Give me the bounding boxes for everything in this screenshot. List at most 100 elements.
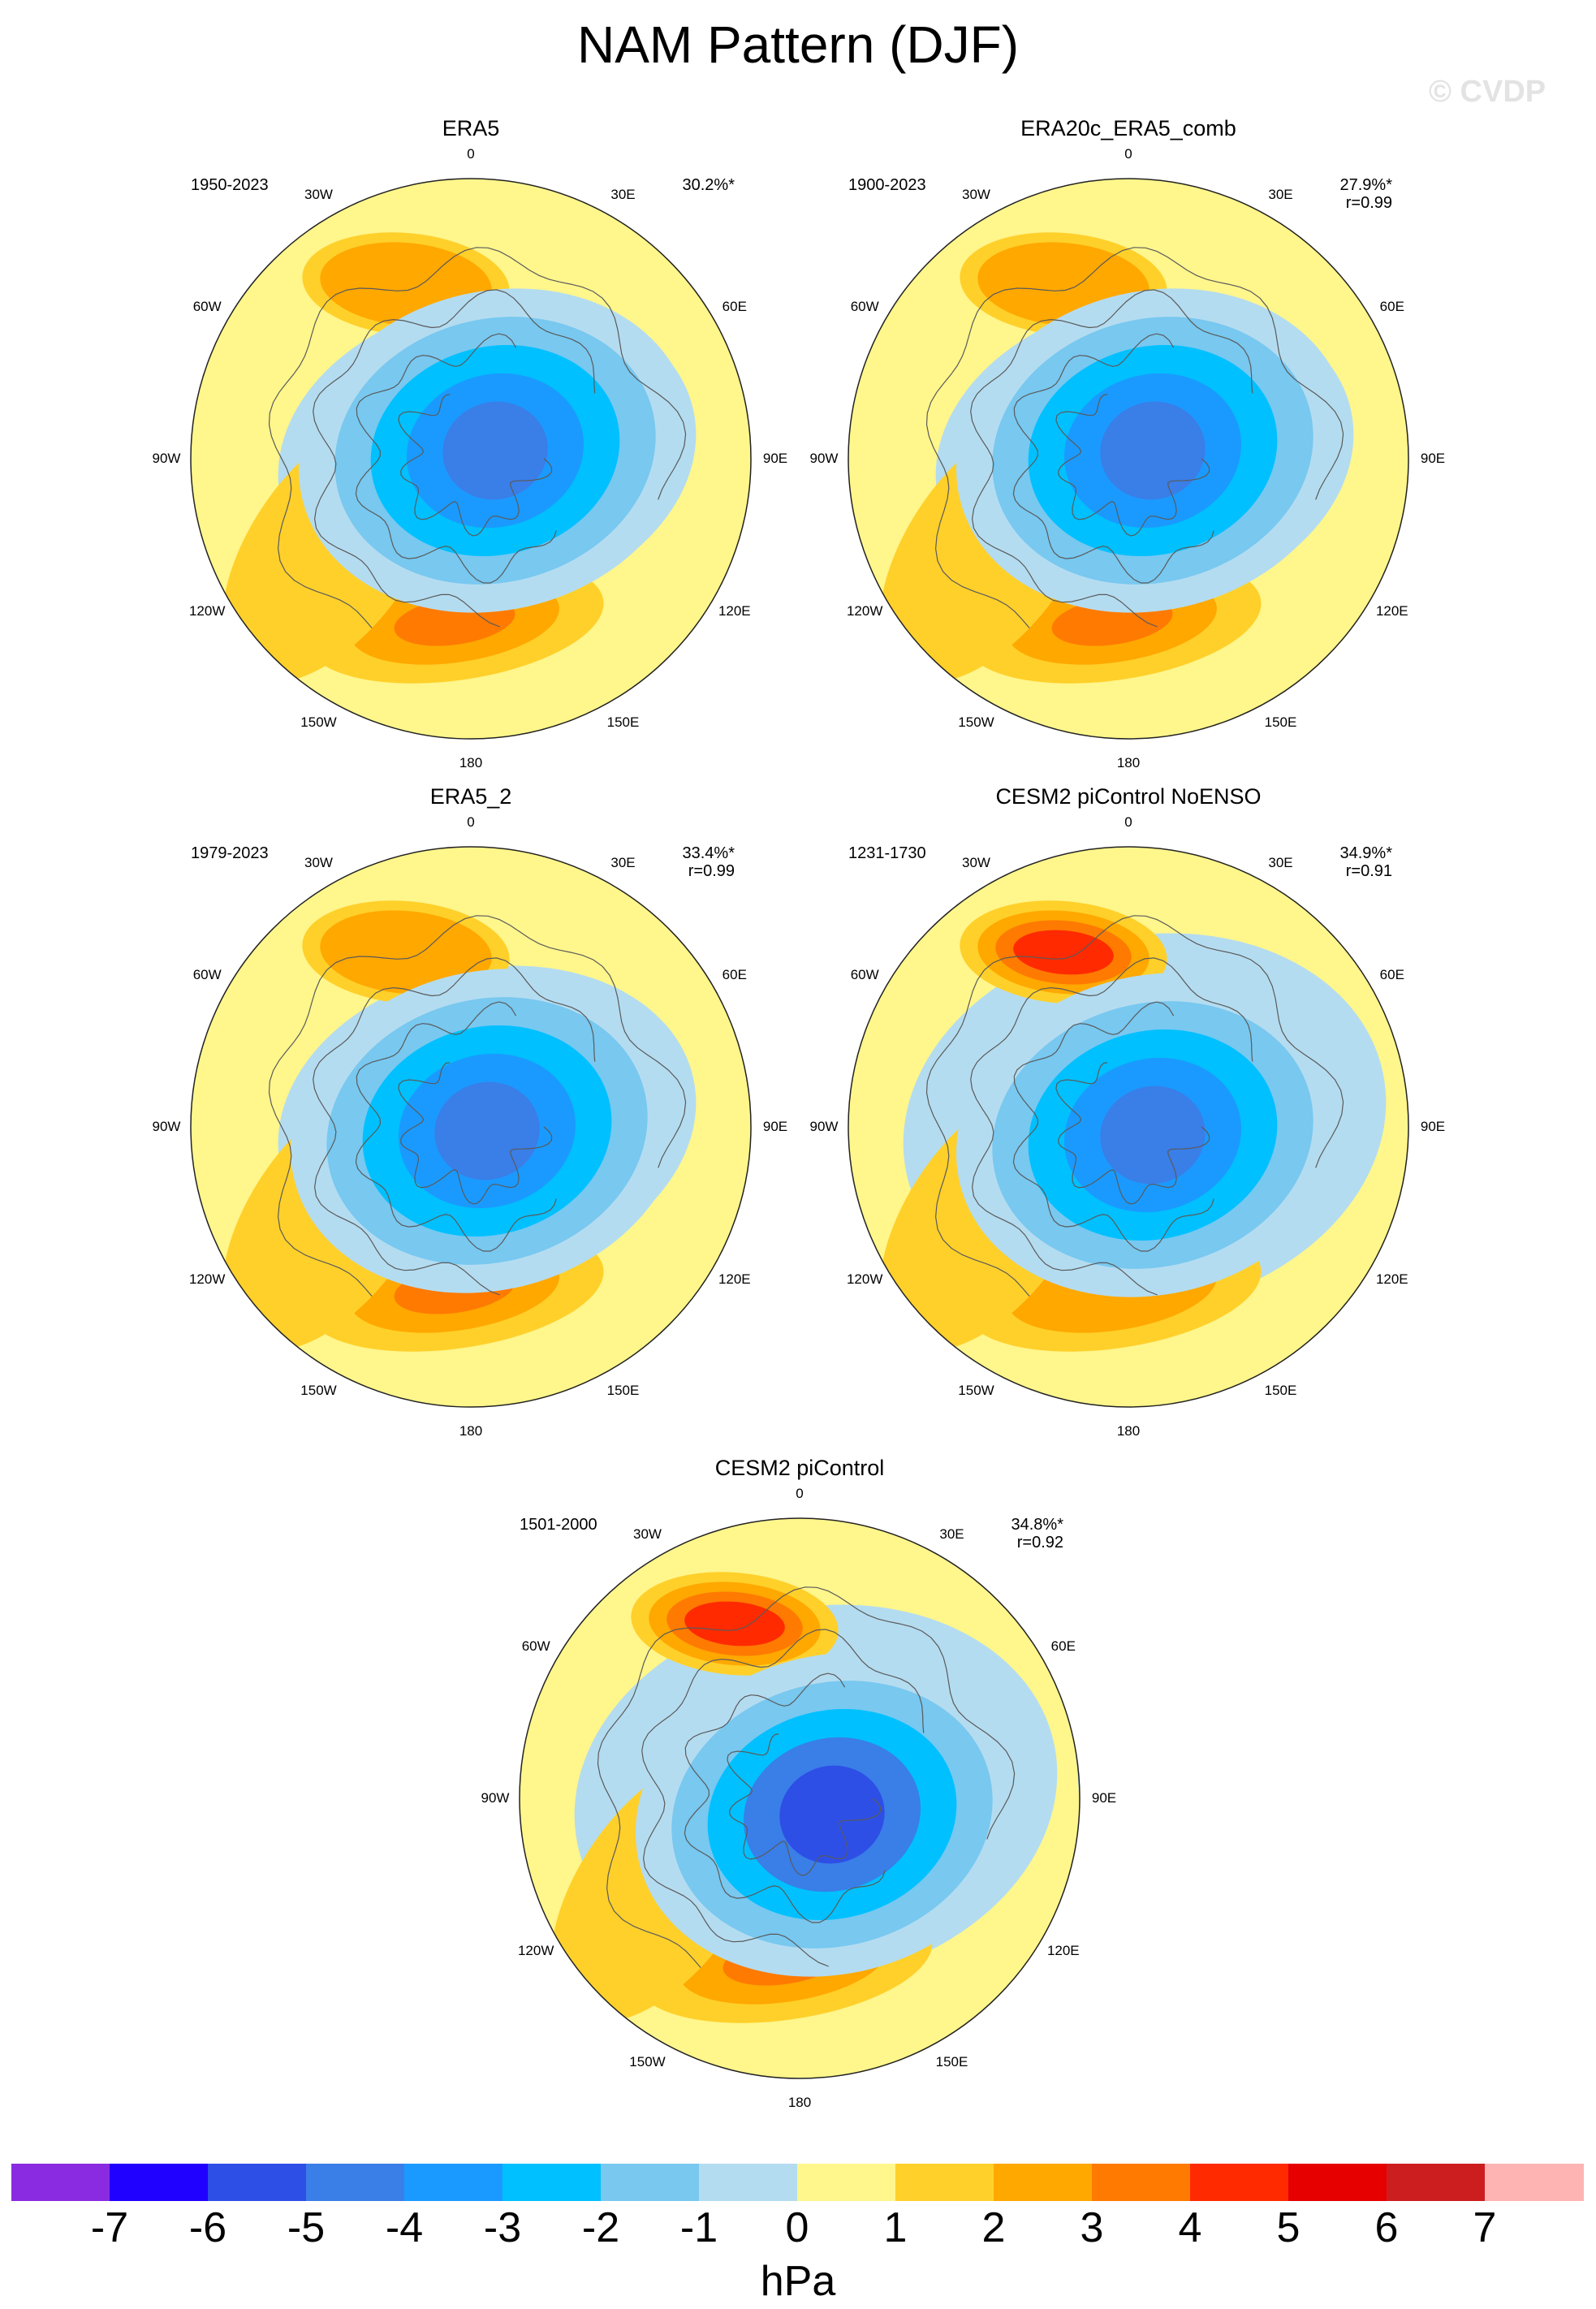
colorbar-tick-label: 2 — [981, 2204, 1006, 2251]
longitude-label: 60E — [1050, 1638, 1076, 1654]
coastlines — [925, 247, 1344, 628]
colorbar — [11, 2164, 1584, 2201]
colorbar-swatch — [895, 2164, 994, 2201]
colorbar-tick-label: 3 — [1080, 2204, 1104, 2251]
contour-fill — [684, 1601, 785, 1647]
longitude-label: 120E — [718, 602, 751, 619]
longitude-label: 60E — [722, 966, 747, 982]
panel-period: 1950-2023 — [191, 176, 269, 194]
longitude-label: 90E — [1420, 451, 1446, 466]
contour-fill — [320, 910, 492, 995]
panel-stats: 33.4%* r=0.99 — [683, 844, 735, 880]
longitude-label: 120W — [846, 1271, 883, 1287]
longitude-label: 0 — [1124, 146, 1132, 162]
longitude-label: 90E — [1420, 1119, 1446, 1134]
pattern-correlation: r=0.99 — [688, 862, 735, 880]
longitude-label: 150W — [958, 1382, 994, 1398]
longitude-label: 90E — [1091, 1790, 1117, 1806]
longitude-label: 120W — [188, 1271, 226, 1287]
longitude-label: 120E — [1375, 602, 1408, 619]
colorbar-swatch — [404, 2164, 503, 2201]
colorbar-tick-label: 0 — [785, 2204, 809, 2251]
longitude-label: 150E — [606, 714, 640, 730]
colorbar-swatch — [797, 2164, 896, 2201]
map-panel: CESM2 piControl 1501-2000 34.8%* r=0.92 180 1… — [451, 1456, 1149, 2110]
longitude-label: 90W — [481, 1790, 510, 1806]
coastlines — [268, 915, 687, 1297]
variance-explained: 34.9%* — [1339, 844, 1393, 862]
longitude-label: 150W — [958, 714, 994, 730]
variance-explained: 30.2%* — [682, 176, 735, 194]
longitude-label: 0 — [467, 814, 475, 830]
colorbar-swatch — [11, 2164, 110, 2201]
longitude-label: 120W — [846, 602, 883, 619]
colorbar-tick-label: -7 — [90, 2204, 129, 2251]
longitude-label: 30W — [633, 1526, 662, 1543]
coastlines — [597, 1586, 1016, 1968]
longitude-label: 150W — [300, 714, 337, 730]
colorbar-tick-label: -3 — [483, 2204, 522, 2251]
panel-period: 1501-2000 — [520, 1516, 597, 1534]
panel-period: 1979-2023 — [191, 844, 269, 862]
map-panel: ERA20c_ERA5_comb 1900-2023 27.9%* r=0.99 180… — [779, 116, 1477, 770]
polar-map — [519, 1517, 1081, 2079]
panel-period: 1231-1730 — [848, 844, 926, 862]
panel-title: ERA5_2 — [429, 784, 512, 809]
colorbar-swatch — [110, 2164, 209, 2201]
colorbar-swatch — [503, 2164, 602, 2201]
longitude-label: 0 — [467, 146, 475, 162]
variance-explained: 27.9%* — [1339, 176, 1393, 194]
longitude-label: 30E — [610, 855, 636, 871]
colorbar-units: hPa — [760, 2258, 836, 2305]
longitude-label: 150E — [1264, 714, 1297, 730]
longitude-label: 180 — [1116, 1423, 1141, 1439]
contour-fill — [1013, 930, 1114, 975]
panel-stats: 34.9%* r=0.91 — [1340, 844, 1393, 880]
longitude-label: 150W — [300, 1382, 337, 1398]
longitude-label: 60W — [192, 966, 222, 982]
panel-period: 1900-2023 — [848, 176, 926, 194]
panel-stats: 34.8%* r=0.92 — [1012, 1516, 1064, 1552]
longitude-label: 90E — [762, 1119, 788, 1134]
longitude-label: 90W — [152, 1119, 181, 1134]
longitude-label: 120W — [517, 1942, 554, 1958]
coastlines — [268, 247, 687, 628]
panel-stats: 27.9%* r=0.99 — [1340, 176, 1393, 212]
longitude-label: 30W — [962, 187, 990, 203]
colorbar-tick-label: 7 — [1473, 2204, 1497, 2251]
colorbar-tick-label: -1 — [679, 2204, 718, 2251]
colorbar-swatch — [699, 2164, 798, 2201]
colorbar-swatch — [1485, 2164, 1584, 2201]
longitude-label: 90E — [762, 451, 788, 466]
panel-title: ERA5 — [442, 116, 500, 140]
longitude-label: 90W — [152, 451, 181, 466]
longitude-label: 150W — [629, 2053, 666, 2069]
longitude-label: 60W — [850, 966, 879, 982]
longitude-label: 120E — [1375, 1271, 1408, 1287]
panel-title: CESM2 piControl NoENSO — [995, 784, 1262, 809]
longitude-label: 90W — [809, 1119, 839, 1134]
polar-map — [848, 178, 1409, 740]
map-panel: CESM2 piControl NoENSO 1231-1730 34.9%* r=0… — [779, 784, 1477, 1439]
longitude-label: 60E — [1379, 966, 1404, 982]
longitude-label: 60W — [850, 298, 879, 314]
colorbar-swatch — [1387, 2164, 1486, 2201]
longitude-label: 180 — [787, 2095, 812, 2110]
pattern-correlation: r=0.91 — [1345, 862, 1392, 880]
pattern-correlation: r=0.99 — [1345, 194, 1392, 212]
map-panel: ERA5 1950-2023 30.2%* 180 150E 120E 90E 60E 30E 0… — [122, 116, 820, 770]
coastlines — [925, 915, 1344, 1297]
longitude-label: 30W — [304, 187, 333, 203]
longitude-label: 30E — [939, 1526, 964, 1543]
contour-fill — [779, 1765, 885, 1864]
longitude-label: 60E — [1379, 298, 1404, 314]
contour-fill — [434, 1081, 540, 1180]
colorbar-swatch — [1190, 2164, 1289, 2201]
longitude-label: 0 — [1124, 814, 1132, 830]
longitude-label: 0 — [796, 1486, 804, 1501]
longitude-label: 60E — [722, 298, 747, 314]
colorbar-swatch — [601, 2164, 700, 2201]
longitude-label: 90W — [809, 451, 839, 466]
pattern-correlation: r=0.92 — [1016, 1534, 1063, 1552]
longitude-label: 120E — [718, 1271, 751, 1287]
